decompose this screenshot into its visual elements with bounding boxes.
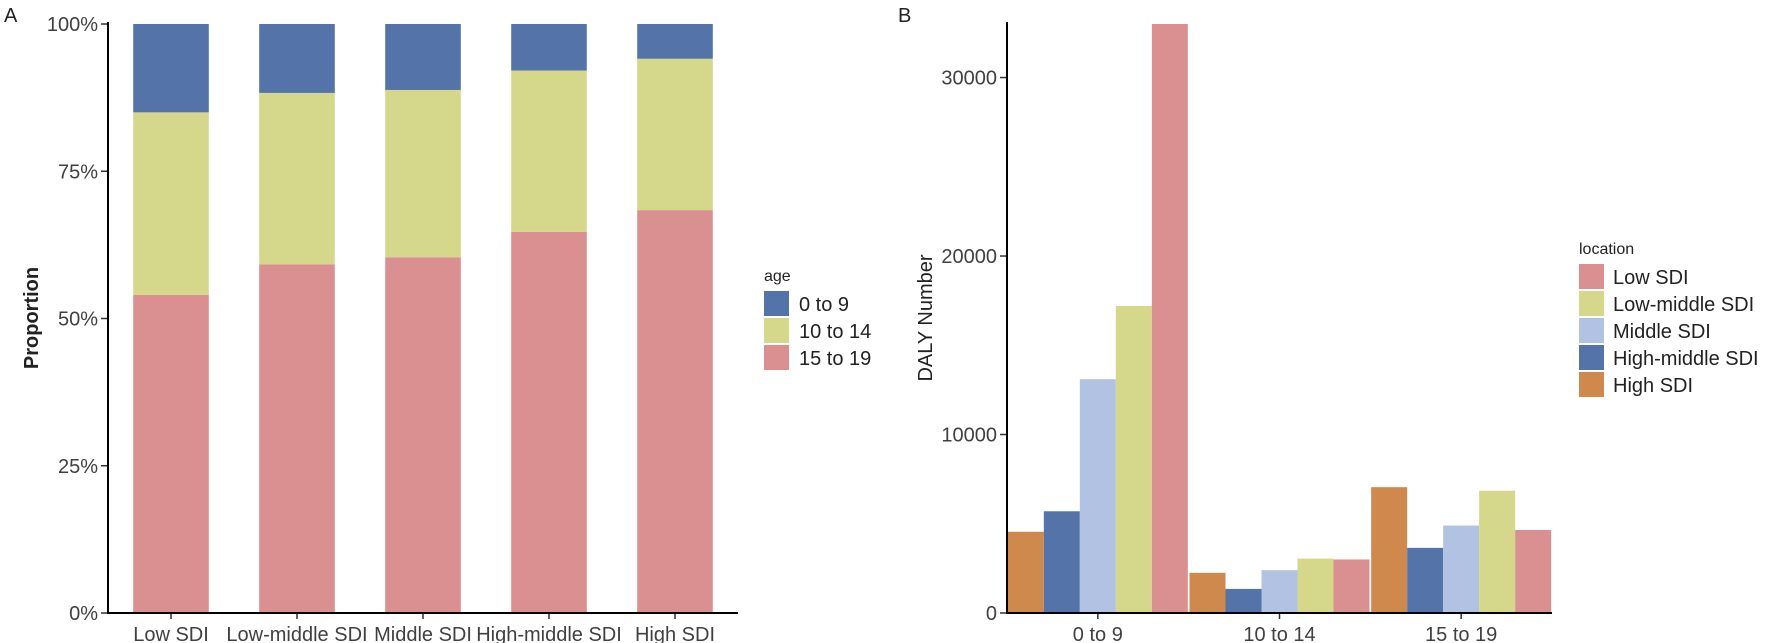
y-tick-label: 10000: [941, 425, 997, 447]
panel-a-proportion-chart: A 0% 25% 50% 75% 100% Low SDI Low-middle SDI M…: [4, 5, 871, 643]
legend-label: Middle SDI: [1613, 321, 1711, 343]
bar-middle-sdi-10-to-14: [385, 89, 461, 258]
bar-10-to-14-high-sdi: [1189, 572, 1226, 613]
legend-swatch-10-to-14: [764, 318, 789, 343]
bar-low-middle-sdi-10-to-14: [259, 92, 335, 265]
legend-swatch-0-to-9: [764, 291, 789, 316]
y-tick-label: 30000: [941, 68, 997, 90]
panel-a-y-ticks: 0% 25% 50% 75% 100%: [47, 14, 108, 625]
bar-10-to-14-low-sdi: [1333, 559, 1370, 613]
bar-0-to-9-high-middle-sdi: [1043, 511, 1080, 613]
bar-0-to-9-high-sdi: [1007, 531, 1044, 613]
legend-label: 15 to 19: [799, 348, 871, 370]
bar-low-sdi-15-to-19: [133, 294, 209, 613]
bar-low-sdi-0-to-9: [133, 24, 209, 113]
bar-0-to-9-middle-sdi: [1079, 379, 1116, 613]
panel-a-legend: age 0 to 9 10 to 14 15 to 19: [764, 268, 871, 370]
legend-swatch-high-middle-sdi: [1579, 345, 1604, 370]
bar-10-to-14-high-middle-sdi: [1225, 588, 1262, 613]
legend-label: Low-middle SDI: [1613, 294, 1754, 316]
panel-b-y-ticks: 0 10000 20000 30000: [941, 68, 1007, 625]
x-tick-label: 15 to 19: [1425, 624, 1497, 643]
panel-a-bars: [133, 24, 713, 614]
bar-high-middle-sdi-15-to-19: [511, 231, 587, 614]
bar-middle-sdi-0-to-9: [385, 24, 461, 90]
bar-0-to-9-low-sdi: [1151, 24, 1188, 613]
bar-low-middle-sdi-0-to-9: [259, 24, 335, 93]
bar-15-to-19-low-sdi: [1515, 530, 1552, 613]
panel-a-y-axis-title: Proportion: [21, 267, 43, 369]
bar-high-middle-sdi-0-to-9: [511, 24, 587, 71]
y-tick-label: 0: [986, 603, 997, 625]
panel-b-bars: [1007, 24, 1552, 613]
panel-b-y-axis-title: DALY Number: [915, 254, 937, 381]
x-tick-label: High-middle SDI: [476, 624, 622, 643]
legend-label: Low SDI: [1613, 267, 1689, 289]
y-tick-label: 0%: [69, 603, 98, 625]
x-tick-label: Middle SDI: [374, 624, 472, 643]
bar-high-sdi-0-to-9: [637, 24, 713, 59]
bar-low-middle-sdi-15-to-19: [259, 264, 335, 613]
legend-swatch-high-sdi: [1579, 372, 1604, 397]
bar-15-to-19-low-middle-sdi: [1479, 490, 1516, 613]
legend-label: High SDI: [1613, 375, 1693, 397]
panel-a-x-ticks: Low SDI Low-middle SDI Middle SDI High-midd…: [133, 613, 715, 643]
bar-low-sdi-10-to-14: [133, 112, 209, 295]
legend-label: High-middle SDI: [1613, 348, 1759, 370]
bar-high-sdi-10-to-14: [637, 58, 713, 211]
panel-b-label: B: [898, 5, 911, 27]
x-tick-label: 0 to 9: [1073, 624, 1123, 643]
panel-b-x-ticks: 0 to 9 10 to 14 15 to 19: [1073, 613, 1497, 643]
bar-15-to-19-high-sdi: [1371, 487, 1408, 613]
panel-b-legend-title: location: [1579, 241, 1634, 258]
bar-15-to-19-high-middle-sdi: [1407, 547, 1444, 613]
bar-middle-sdi-15-to-19: [385, 257, 461, 613]
bar-0-to-9-low-middle-sdi: [1115, 306, 1152, 613]
legend-swatch-15-to-19: [764, 345, 789, 370]
y-tick-label: 100%: [47, 14, 98, 36]
y-tick-label: 50%: [58, 309, 98, 331]
legend-label: 10 to 14: [799, 321, 871, 343]
legend-label: 0 to 9: [799, 294, 849, 316]
bar-high-sdi-15-to-19: [637, 210, 713, 613]
y-tick-label: 75%: [58, 161, 98, 183]
bar-10-to-14-middle-sdi: [1261, 570, 1298, 613]
bar-high-middle-sdi-10-to-14: [511, 70, 587, 232]
bar-10-to-14-low-middle-sdi: [1297, 558, 1334, 613]
x-tick-label: Low SDI: [133, 624, 209, 643]
y-tick-label: 25%: [58, 456, 98, 478]
panel-b-legend: location Low SDI Low-middle SDI Middle SDI…: [1579, 241, 1759, 397]
x-tick-label: Low-middle SDI: [226, 624, 367, 643]
panel-a-legend-title: age: [764, 268, 791, 285]
legend-swatch-middle-sdi: [1579, 318, 1604, 343]
x-tick-label: High SDI: [635, 624, 715, 643]
panel-b-daly-chart: B 0 10000 20000 30000 0 to 9 10 to 14 15 to 1…: [898, 5, 1759, 643]
y-tick-label: 20000: [941, 246, 997, 268]
panel-a-label: A: [4, 5, 18, 27]
legend-swatch-low-sdi: [1579, 264, 1604, 289]
x-tick-label: 10 to 14: [1243, 624, 1315, 643]
bar-15-to-19-middle-sdi: [1443, 525, 1480, 613]
legend-swatch-low-middle-sdi: [1579, 291, 1604, 316]
